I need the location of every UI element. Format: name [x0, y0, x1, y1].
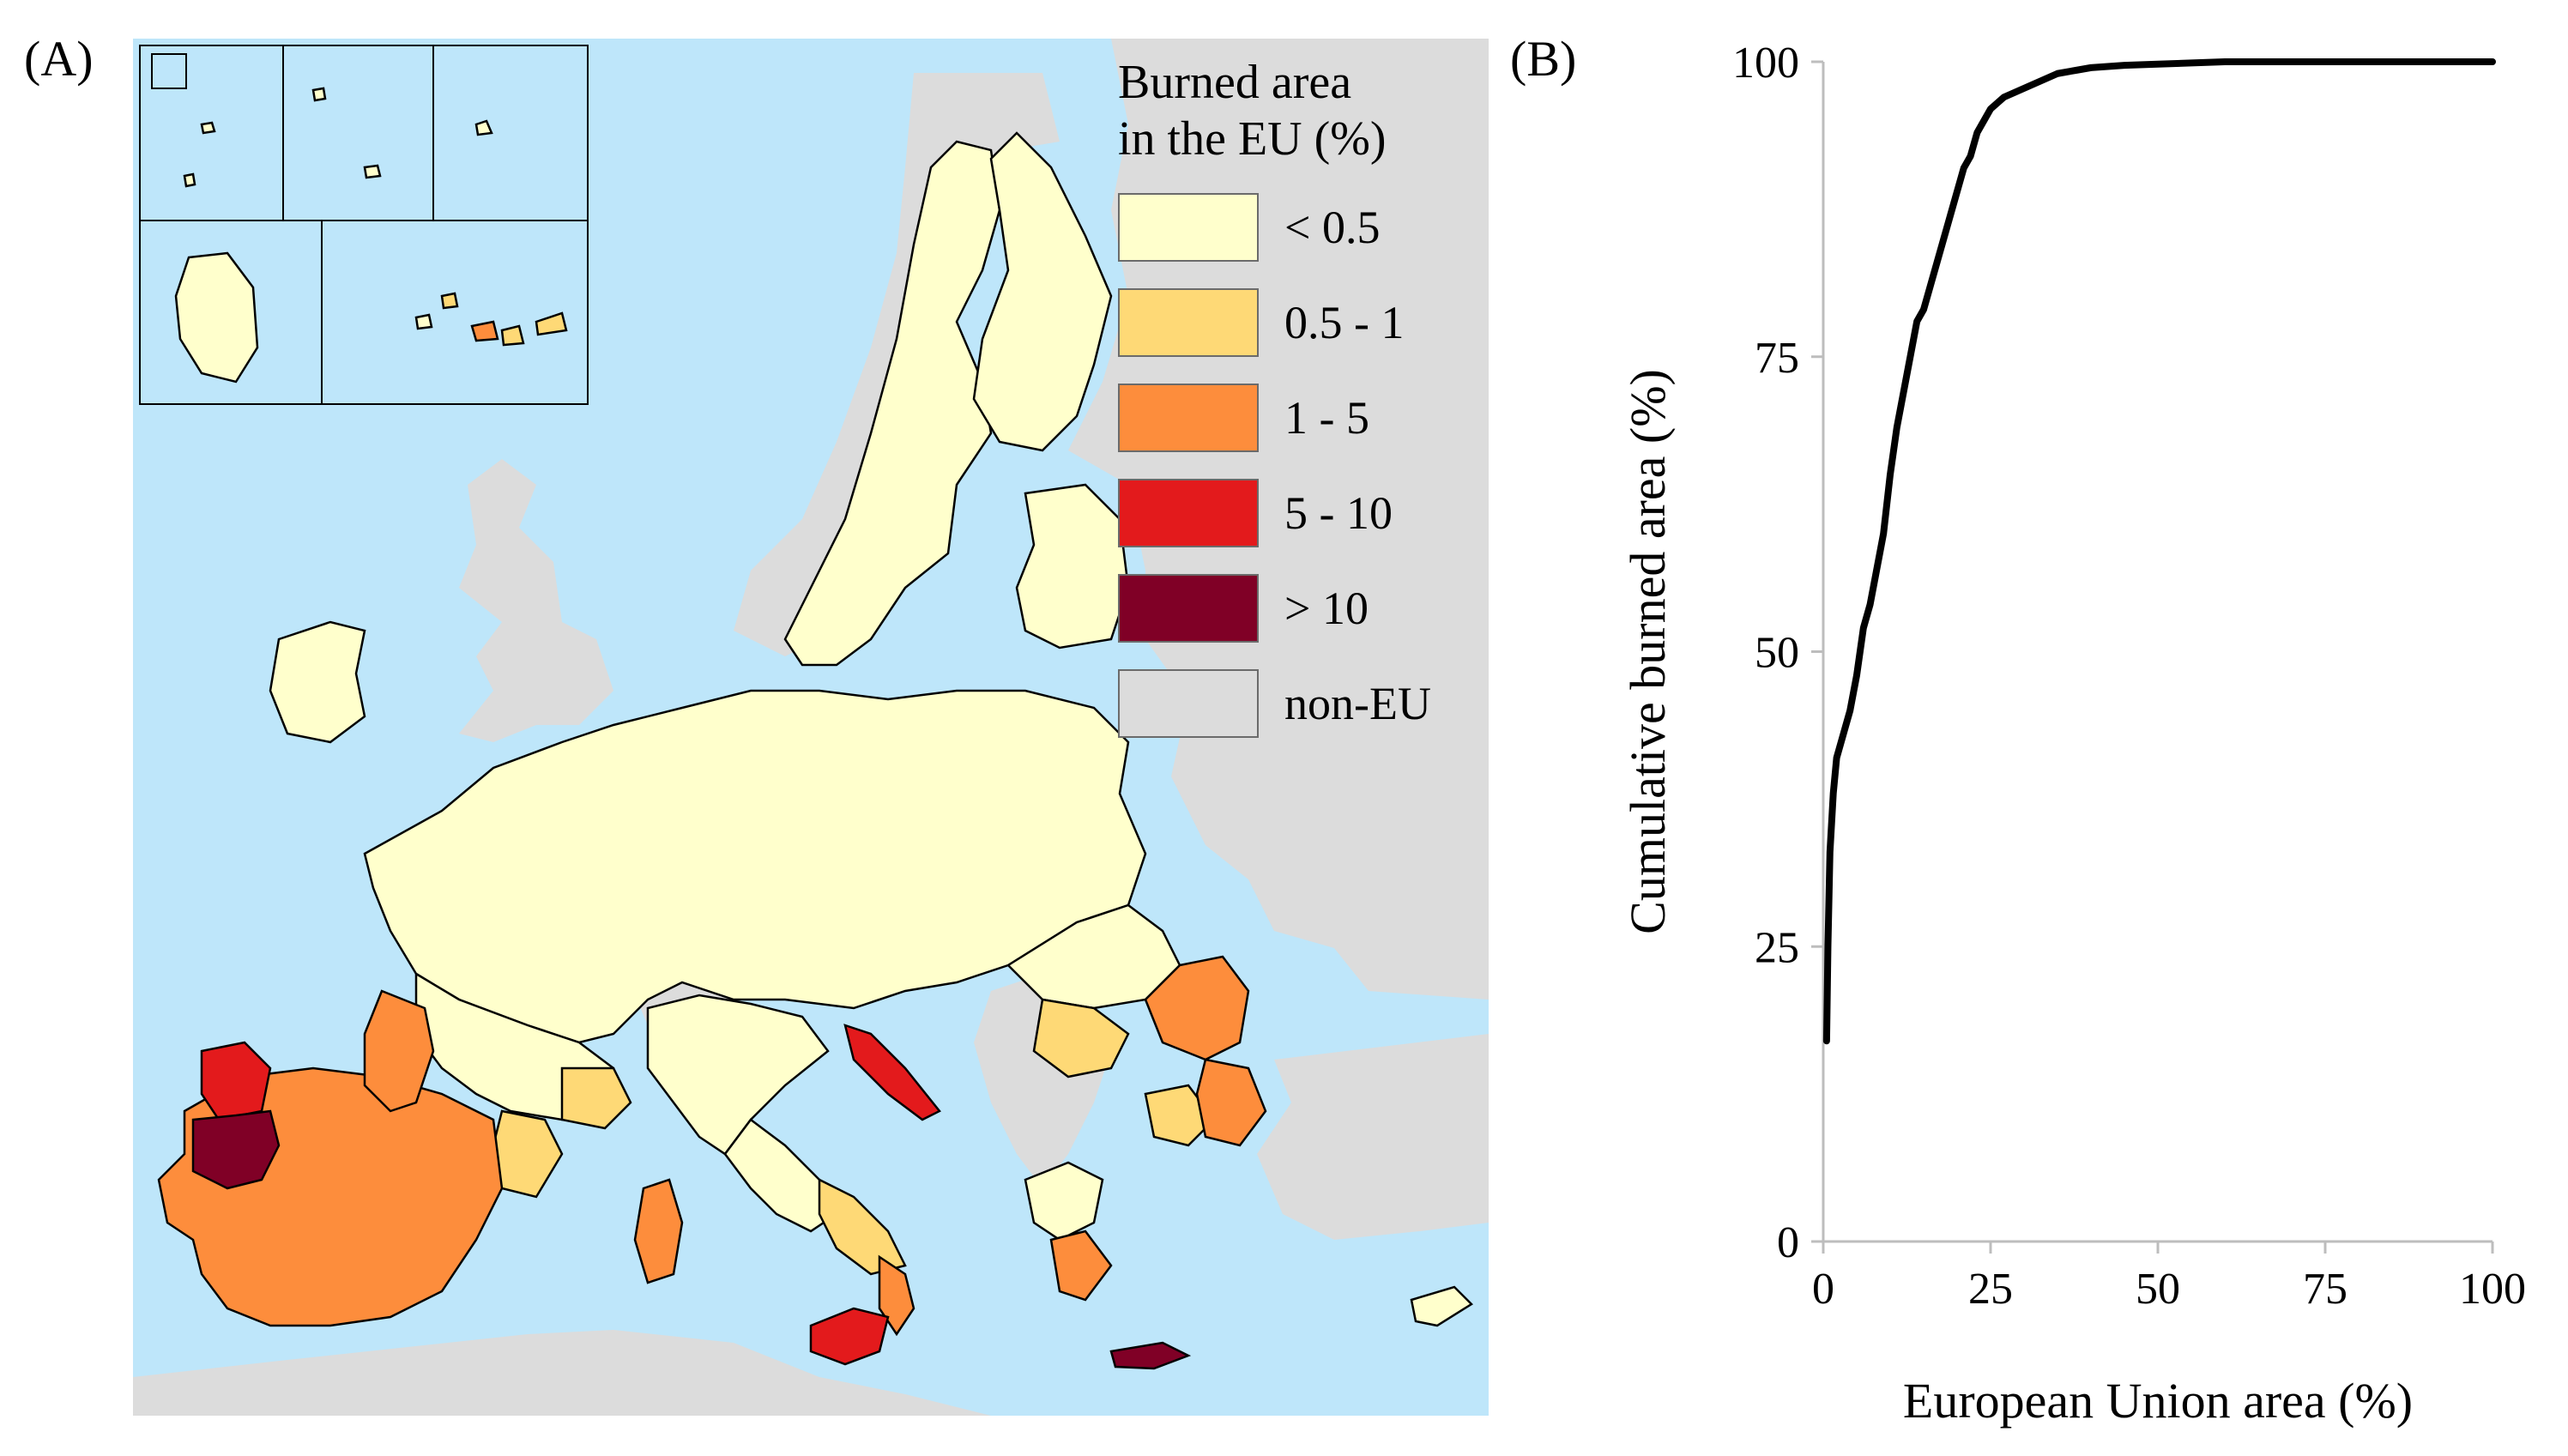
region-portugal-center — [191, 1109, 281, 1190]
region-greece-north — [1024, 1161, 1104, 1242]
inset-canarias-b — [500, 324, 525, 347]
legend-swatch — [1118, 574, 1259, 643]
inset-canarias-a — [470, 320, 499, 342]
inset-canarias-c — [535, 311, 568, 336]
outermost-regions-inset — [139, 45, 589, 405]
region-sicily — [809, 1307, 890, 1366]
region-sardinia — [633, 1178, 684, 1284]
region-calabria — [878, 1254, 915, 1337]
inset-antilles-a — [311, 87, 327, 102]
eu-regions — [157, 131, 1473, 1370]
region-greece-south — [1049, 1229, 1113, 1302]
non-eu-great-britain — [459, 459, 613, 742]
legend-item: non-EU — [1118, 669, 1478, 738]
cumulative-chart-panel: 0 25 50 75 100 0 25 50 75 100 European Union area … — [1613, 17, 2568, 1456]
legend-item: < 0.5 — [1118, 193, 1478, 262]
legend-title-line2: in the EU (%) — [1118, 112, 1387, 166]
non-eu-russia-ukraine-east — [1068, 39, 1489, 1000]
x-tick-label: 100 — [2459, 1265, 2526, 1314]
region-bulgaria-east — [1195, 1058, 1267, 1147]
region-italy-north — [646, 994, 830, 1156]
region-france-southwest — [363, 989, 435, 1113]
inset-azores-a — [200, 121, 216, 135]
chart-panel-label: (B) — [1510, 31, 1577, 87]
legend-item: 1 - 5 — [1118, 384, 1478, 452]
x-tick-label: 75 — [2303, 1265, 2347, 1314]
legend-title: Burned area in the EU (%) — [1118, 54, 1478, 167]
inset-antilles-b — [363, 164, 382, 179]
x-tick-label: 0 — [1812, 1265, 1834, 1314]
region-baltics — [1015, 483, 1130, 649]
region-crete — [1109, 1341, 1192, 1370]
region-scandinavia-sweden — [783, 140, 1001, 667]
legend-label: 0.5 - 1 — [1284, 297, 1405, 348]
map-legend: Burned area in the EU (%) < 0.5 0.5 - 1 1 … — [1118, 54, 1478, 764]
non-eu-north-africa — [133, 1330, 991, 1416]
legend-item: 0.5 - 1 — [1118, 288, 1478, 357]
region-romania-east — [1144, 955, 1250, 1061]
legend-items: < 0.5 0.5 - 1 1 - 5 5 - 10 > 10 non-EU — [1118, 193, 1478, 738]
region-cyprus — [1410, 1285, 1473, 1327]
map-canvas — [133, 39, 1489, 1416]
cumulative-curve — [1822, 58, 2496, 1045]
legend-title-line1: Burned area — [1118, 56, 1352, 109]
inset-guyane — [174, 251, 259, 384]
cumulative-chart: 0 25 50 75 100 0 25 50 75 100 European Union area … — [1620, 39, 2526, 1429]
legend-swatch — [1118, 384, 1259, 452]
region-bulgaria-west — [1144, 1084, 1216, 1147]
legend-item: 5 - 10 — [1118, 479, 1478, 547]
legend-label: 1 - 5 — [1284, 392, 1369, 444]
region-finland — [972, 131, 1113, 452]
y-axis-title: Cumulative burned area (%) — [1620, 369, 1676, 934]
y-tick-label: 50 — [1755, 629, 1799, 678]
y-tick-label: 75 — [1755, 334, 1799, 383]
non-eu-turkey — [1257, 1034, 1489, 1240]
region-croatia-coast — [843, 1024, 941, 1121]
x-tick-label: 50 — [2136, 1265, 2180, 1314]
legend-swatch — [1118, 193, 1259, 262]
legend-label: non-EU — [1284, 678, 1431, 729]
burned-area-map: Burned area in the EU (%) < 0.5 0.5 - 1 1 … — [133, 39, 1489, 1416]
y-tick-label: 100 — [1732, 39, 1799, 88]
legend-swatch — [1118, 669, 1259, 738]
region-france-southeast — [560, 1066, 632, 1130]
legend-label: 5 - 10 — [1284, 487, 1393, 539]
legend-item: > 10 — [1118, 574, 1478, 643]
inset-reunion — [474, 119, 493, 136]
legend-label: < 0.5 — [1284, 202, 1381, 253]
region-romania-center — [1032, 998, 1130, 1078]
legend-label: > 10 — [1284, 583, 1369, 634]
inset-locator-box — [151, 53, 187, 89]
legend-swatch — [1118, 288, 1259, 357]
y-tick-label: 0 — [1777, 1218, 1799, 1267]
region-ireland — [269, 620, 366, 744]
inset-canarias-d — [414, 313, 433, 330]
x-axis-title: European Union area (%) — [1903, 1373, 2413, 1429]
y-tick-label: 25 — [1755, 923, 1799, 972]
map-panel-label: (A) — [24, 31, 94, 87]
legend-swatch — [1118, 479, 1259, 547]
inset-canarias-e — [440, 292, 459, 310]
x-tick-label: 25 — [1968, 1265, 2013, 1314]
inset-azores-b — [183, 172, 196, 188]
